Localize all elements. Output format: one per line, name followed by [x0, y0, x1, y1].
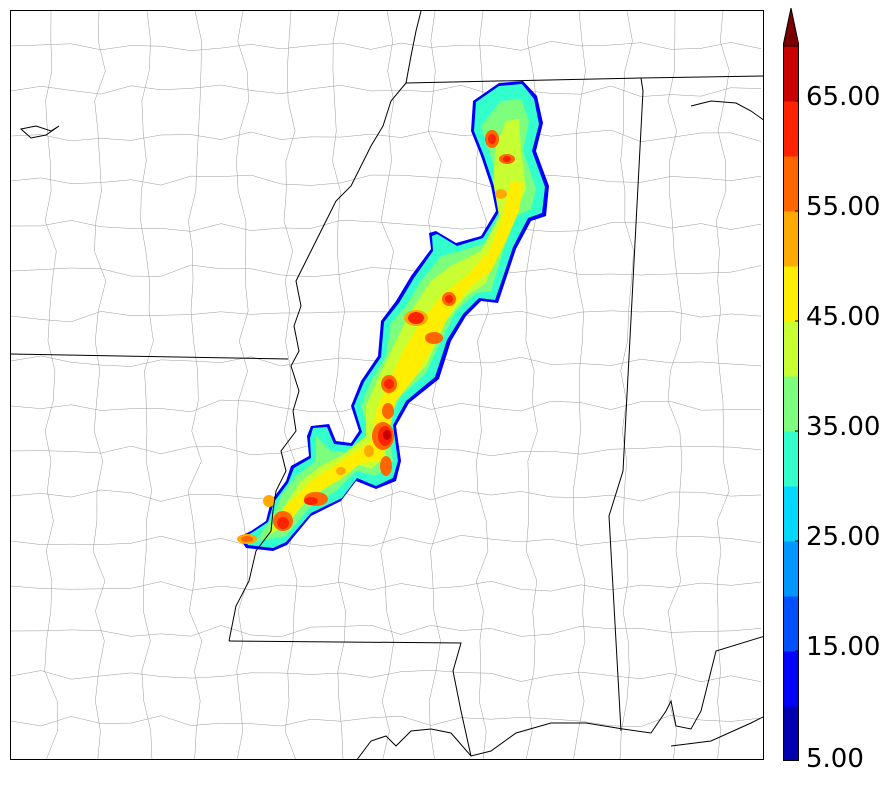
county-line [11, 580, 762, 592]
county-line [667, 11, 683, 759]
county-line [283, 11, 298, 759]
colorbar-bin [783, 431, 799, 487]
county-line [11, 670, 762, 683]
county-line [11, 41, 762, 51]
county-line [11, 219, 762, 232]
county-line [236, 11, 249, 759]
county-line [92, 11, 107, 759]
colorbar-extend-arrow [783, 8, 799, 47]
county-line [187, 11, 203, 759]
county-line [44, 11, 58, 759]
colorbar-label-45: 45.00 [806, 302, 881, 332]
county-line [11, 489, 762, 502]
map-panel[interactable] [10, 10, 764, 760]
county-line [428, 11, 442, 759]
alabama-coast [670, 716, 763, 747]
colorbar-label-15: 15.00 [806, 632, 881, 662]
colorbar [783, 8, 799, 761]
colorbar-bin [783, 486, 799, 542]
colorbar-bin [783, 541, 799, 597]
colorbar-label-25: 25.00 [806, 522, 881, 552]
swath-green [256, 99, 536, 541]
colorbar-label-55: 55.00 [806, 192, 881, 222]
state-line-north [405, 75, 763, 84]
reflectivity-swath [237, 81, 549, 551]
state-line-la-ms [228, 640, 472, 757]
colorbar-label-5: 5.00 [806, 744, 864, 774]
county-line [572, 11, 586, 759]
colorbar-bin [783, 101, 799, 157]
colorbar-bin [783, 156, 799, 212]
state-boundaries [11, 11, 763, 759]
county-line [11, 714, 762, 727]
county-line [11, 535, 762, 547]
lake-outline [19, 125, 60, 139]
reflectivity-map [11, 11, 763, 759]
swath-yellow [273, 181, 523, 529]
colorbar-bin [783, 321, 799, 377]
tennessee-river [690, 100, 763, 121]
colorbar-label-35: 35.00 [806, 412, 881, 442]
county-line [140, 11, 154, 759]
swath-cores [237, 130, 515, 544]
county-line [11, 264, 762, 278]
colorbar-bin [783, 46, 799, 102]
state-line-ms-al [608, 77, 644, 732]
colorbar-bin [783, 651, 799, 707]
county-line [619, 11, 634, 759]
mississippi-river [228, 11, 422, 642]
county-line [11, 174, 762, 188]
colorbar-bin [783, 211, 799, 267]
county-line [715, 11, 730, 759]
county-line [11, 84, 762, 97]
colorbar-bin [783, 706, 799, 761]
colorbar-bin [783, 376, 799, 432]
colorbar-frame [783, 45, 799, 761]
state-line-ar-la [11, 353, 289, 360]
swath-cyan [242, 84, 545, 548]
county-line [11, 310, 762, 323]
county-line [11, 129, 762, 142]
colorbar-label-65: 65.00 [806, 82, 881, 112]
colorbar-bin [783, 266, 799, 322]
county-line [332, 11, 346, 759]
county-line [11, 624, 762, 637]
colorbar-bin [783, 596, 799, 652]
gulf-coast [356, 636, 763, 759]
